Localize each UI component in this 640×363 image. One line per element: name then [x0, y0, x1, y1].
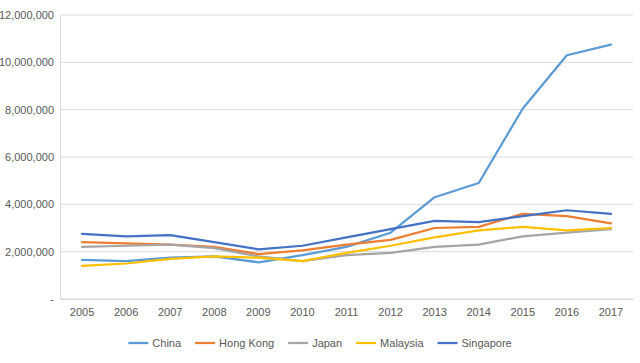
x-tick: 2009: [246, 299, 270, 318]
x-tick-label: 2013: [422, 306, 446, 318]
legend-label: Hong Kong: [219, 337, 274, 349]
series-line: [82, 45, 611, 263]
series-line: [82, 229, 611, 261]
legend-item: China: [128, 337, 182, 349]
grid: [60, 15, 633, 299]
x-tick-label: 2010: [290, 306, 314, 318]
y-axis: - 2,000,000 4,000,000 6,000,000 8,000,000 10,…: [0, 9, 61, 305]
x-tick: 2007: [158, 299, 182, 318]
x-axis-line: [61, 299, 634, 300]
y-tick: 12,000,000: [0, 9, 60, 21]
legend-swatch: [438, 342, 458, 344]
x-tick: 2005: [70, 299, 94, 318]
x-tick-label: 2011: [335, 306, 359, 318]
x-tick: 2015: [511, 299, 535, 318]
x-tick-label: 2005: [70, 306, 94, 318]
grid-line: [60, 204, 633, 205]
grid-line: [60, 109, 633, 110]
x-tick-label: 2006: [114, 306, 138, 318]
x-tick-label: 2014: [466, 306, 490, 318]
y-tick-label: 8,000,000: [5, 104, 54, 116]
y-tick: 10,000,000: [0, 56, 60, 68]
grid-line: [60, 157, 633, 158]
legend-swatch: [195, 342, 215, 344]
legend-swatch: [356, 342, 376, 344]
y-tick-label: 10,000,000: [0, 56, 54, 68]
x-tick-label: 2008: [202, 306, 226, 318]
y-tick-label: 12,000,000: [0, 9, 54, 21]
y-tick: 4,000,000: [5, 198, 60, 210]
x-tick: 2011: [335, 299, 359, 318]
x-tick-label: 2016: [555, 306, 579, 318]
legend-label: Japan: [312, 337, 342, 349]
y-tick: 8,000,000: [5, 104, 60, 116]
x-tick-label: 2015: [511, 306, 535, 318]
x-tick-label: 2007: [158, 306, 182, 318]
x-tick: 2017: [599, 299, 623, 318]
x-tick: 2014: [466, 299, 490, 318]
y-tick: 2,000,000: [5, 246, 60, 258]
x-tick: 2008: [202, 299, 226, 318]
legend-item: Singapore: [438, 337, 512, 349]
grid-line: [60, 299, 633, 300]
legend-item: Japan: [288, 337, 342, 349]
chart: 2005 2006 2007 2008 2009 2010 2011 2012 2013 2014…: [0, 0, 640, 363]
y-tick-label: 4,000,000: [5, 198, 54, 210]
legend-item: Hong Kong: [195, 337, 274, 349]
x-tick: 2010: [290, 299, 314, 318]
plot-area: 2005 2006 2007 2008 2009 2010 2011 2012 2013 2014…: [0, 9, 634, 318]
y-axis-line: [60, 16, 61, 300]
x-tick-label: 2017: [599, 306, 623, 318]
x-tick-label: 2012: [378, 306, 402, 318]
grid-line: [60, 62, 633, 63]
legend-label: China: [152, 337, 182, 349]
legend-label: Singapore: [462, 337, 512, 349]
grid-line: [60, 15, 633, 16]
x-tick: 2016: [555, 299, 579, 318]
x-tick: 2006: [114, 299, 138, 318]
x-tick-label: 2009: [246, 306, 270, 318]
lines: [82, 45, 611, 266]
series-line: [82, 227, 611, 266]
y-tick-label: 6,000,000: [5, 151, 54, 163]
y-tick: 6,000,000: [5, 151, 60, 163]
series-line: [82, 210, 611, 249]
x-tick: 2013: [422, 299, 446, 318]
x-axis: 2005 2006 2007 2008 2009 2010 2011 2012 2013 2014…: [61, 299, 634, 318]
x-tick: 2012: [378, 299, 402, 318]
series-line: [82, 214, 611, 254]
legend: China Hong Kong Japan Malaysia Singapore: [128, 337, 511, 349]
legend-swatch: [288, 342, 308, 344]
legend-item: Malaysia: [356, 337, 424, 349]
y-tick-label: -: [50, 293, 54, 305]
y-tick-label: 2,000,000: [5, 246, 54, 258]
legend-label: Malaysia: [380, 337, 424, 349]
legend-swatch: [128, 342, 148, 344]
y-tick: -: [50, 293, 60, 305]
